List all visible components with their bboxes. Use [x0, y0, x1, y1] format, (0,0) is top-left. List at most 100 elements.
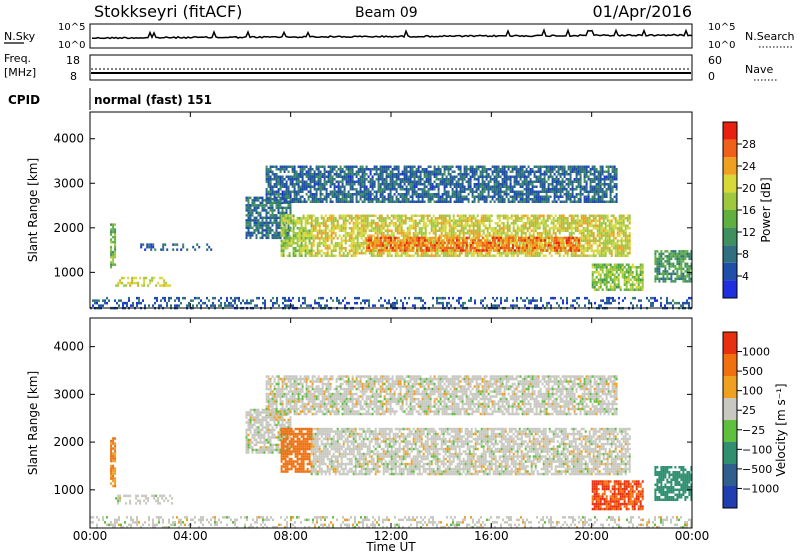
echo-cell — [565, 195, 568, 198]
echo-cell — [606, 217, 609, 220]
echo-cell — [470, 229, 473, 232]
echo-cell — [498, 232, 501, 235]
echo-cell — [545, 165, 548, 168]
echo-cell — [463, 241, 466, 245]
echo-cell — [543, 170, 546, 173]
echo-cell — [273, 221, 276, 225]
echo-cell — [338, 214, 341, 217]
echo-cell — [400, 227, 403, 230]
echo-cell — [527, 183, 530, 186]
beam-label: Beam 09 — [355, 5, 418, 21]
echo-cell — [379, 175, 382, 178]
echo-cell — [354, 222, 357, 225]
echo-cell — [284, 214, 287, 217]
echo-cell — [444, 219, 447, 222]
echo-cell — [415, 200, 418, 203]
echo-cell — [628, 232, 631, 235]
echo-cell — [455, 239, 458, 242]
echo-cell — [550, 239, 553, 242]
echo-cell — [512, 252, 515, 255]
echo-cell — [531, 241, 534, 245]
echo-cell — [273, 216, 276, 220]
echo-cell — [375, 241, 378, 245]
echo-cell — [579, 175, 582, 178]
echo-cell — [257, 196, 260, 200]
echo-cell — [451, 239, 454, 242]
echo-cell — [287, 175, 290, 178]
echo-cell — [525, 200, 528, 203]
echo-cell — [310, 217, 313, 220]
echo-cell — [578, 219, 581, 222]
echo-cell — [628, 242, 631, 245]
echo-cell — [454, 252, 457, 255]
echo-cell — [487, 183, 490, 186]
echo-cell — [176, 243, 179, 246]
echo-cell — [442, 217, 445, 220]
echo-cell — [399, 180, 402, 183]
echo-cell — [400, 252, 403, 255]
echo-cell — [493, 200, 496, 203]
echo-cell — [612, 244, 615, 247]
echo-cell — [349, 185, 352, 188]
echo-cell — [167, 284, 170, 287]
echo-cell — [360, 252, 363, 255]
echo-cell — [356, 222, 359, 225]
echo-cell — [290, 239, 293, 242]
echo-cell — [420, 232, 423, 235]
echo-cell — [521, 165, 524, 168]
echo-cell — [626, 227, 629, 230]
echo-cell — [449, 200, 452, 203]
echo-cell — [283, 168, 286, 171]
echo-cell — [369, 173, 372, 176]
echo-cell — [460, 219, 463, 222]
echo-cell — [588, 234, 591, 237]
echo-cell — [424, 254, 427, 257]
echo-cell — [472, 224, 475, 227]
echo-cell — [443, 170, 446, 173]
echo-cell — [521, 180, 524, 183]
echo-cell — [265, 188, 268, 191]
echo-cell — [324, 234, 327, 237]
echo-cell — [515, 239, 518, 242]
echo-cell — [481, 236, 484, 240]
echo-cell — [495, 185, 498, 188]
echo-cell — [370, 234, 373, 237]
echo-cell — [532, 219, 535, 222]
echo-cell — [369, 193, 372, 196]
echo-cell — [424, 224, 427, 227]
echo-cell — [336, 237, 339, 240]
echo-cell — [345, 168, 348, 171]
echo-cell — [612, 237, 615, 240]
echo-cell — [261, 196, 264, 200]
echo-cell — [624, 247, 627, 250]
echo-cell — [458, 252, 461, 255]
echo-cell — [558, 254, 561, 257]
echo-cell — [417, 170, 420, 173]
echo-cell — [286, 217, 289, 220]
echo-cell — [521, 239, 524, 242]
echo-cell — [317, 198, 320, 201]
echo-cell — [602, 219, 605, 222]
echo-cell — [280, 214, 283, 217]
echo-cell — [309, 178, 312, 181]
echo-cell — [562, 217, 565, 220]
echo-cell — [327, 195, 330, 198]
echo-cell — [415, 190, 418, 193]
echo-cell — [255, 221, 258, 225]
echo-cell — [577, 198, 580, 201]
echo-cell — [501, 185, 504, 188]
echo-cell — [598, 252, 601, 255]
echo-cell — [612, 214, 615, 217]
echo-cell — [291, 198, 294, 201]
echo-cell — [298, 229, 301, 232]
echo-cell — [442, 227, 445, 230]
echo-cell — [298, 244, 301, 247]
echo-cell — [281, 190, 284, 193]
echo-cell — [299, 190, 302, 193]
echo-cell — [288, 237, 291, 240]
echo-cell — [481, 175, 484, 178]
echo-cell — [397, 193, 400, 196]
echo-cell — [602, 222, 605, 225]
power-echo-cells — [90, 165, 693, 310]
echo-cell — [375, 173, 378, 176]
